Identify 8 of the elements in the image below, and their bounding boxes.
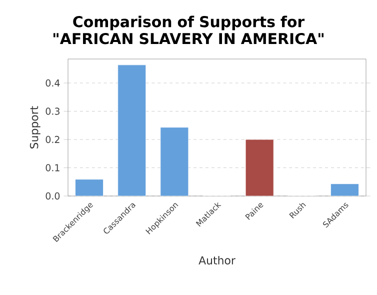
y-tick-label: 0.0	[46, 192, 60, 200]
y-tick-label: 0.3	[46, 108, 60, 115]
y-tick-label: 0.4	[46, 79, 60, 87]
y-tick-label: 0.1	[46, 164, 60, 172]
y-axis-title: Support	[30, 106, 40, 148]
y-tick-label: 0.2	[46, 136, 60, 144]
x-axis-title: Author	[198, 256, 236, 264]
chart-title: Comparison of Supports for "AFRICAN SLAVERY IN AMERICA"	[54, 16, 324, 44]
